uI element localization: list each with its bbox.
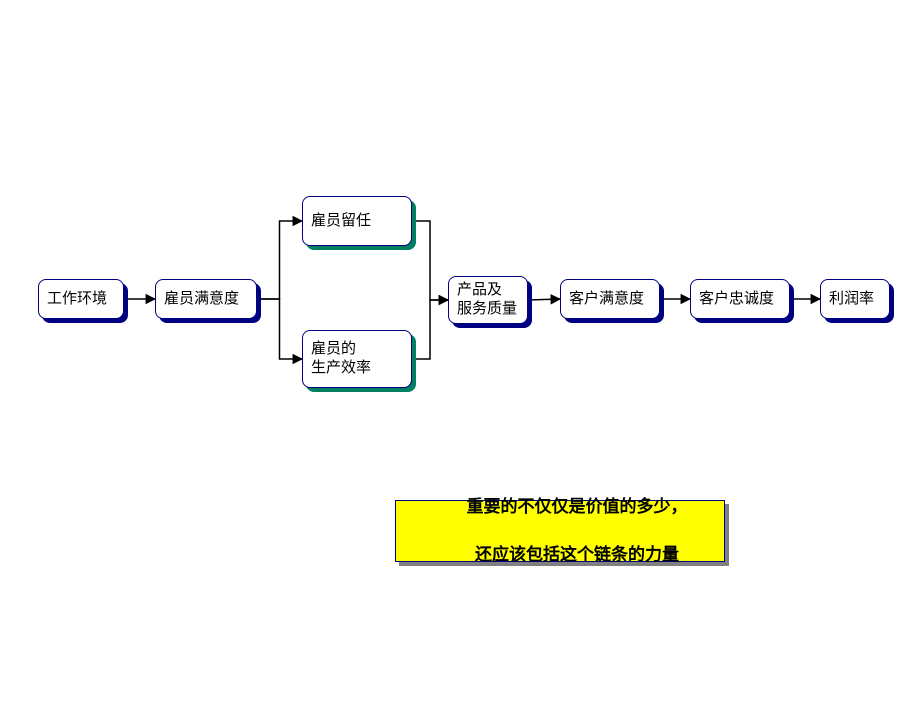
flow-node-box: 雇员留任 [302, 196, 412, 246]
flow-node-n6: 客户满意度 [560, 279, 660, 319]
flow-node-box: 工作环境 [38, 279, 124, 319]
flow-node-n4: 雇员的 生产效率 [302, 330, 412, 388]
flow-edge [257, 299, 302, 359]
flow-node-box: 客户忠诚度 [690, 279, 790, 319]
callout-line2: 还应该包括这个链条的力量 [475, 545, 679, 564]
flow-node-box: 产品及 服务质量 [448, 276, 528, 324]
flow-edge [412, 300, 448, 359]
flow-node-n3: 雇员留任 [302, 196, 412, 246]
flow-node-n2: 雇员满意度 [155, 279, 257, 319]
flow-edge [412, 221, 448, 300]
flow-node-n1: 工作环境 [38, 279, 124, 319]
arrows-layer [0, 0, 920, 713]
callout-line1: 重要的不仅仅是价值的多少， [467, 497, 688, 516]
diagram-stage: 工作环境雇员满意度 雇员留任雇员的 生产效率产品及 服务质量客户满意度客户忠诚度利… [0, 0, 920, 713]
flow-node-box: 客户满意度 [560, 279, 660, 319]
flow-node-box: 雇员满意度 [155, 279, 257, 319]
flow-node-n8: 利润率 [820, 279, 890, 319]
flow-edge [528, 299, 560, 300]
flow-edge [257, 221, 302, 299]
flow-node-n5: 产品及 服务质量 [448, 276, 528, 324]
flow-node-n7: 客户忠诚度 [690, 279, 790, 319]
callout-box: 重要的不仅仅是价值的多少， 还应该包括这个链条的力量 [395, 500, 725, 562]
flow-node-box: 利润率 [820, 279, 890, 319]
callout-face: 重要的不仅仅是价值的多少， 还应该包括这个链条的力量 [395, 500, 725, 562]
flow-node-box: 雇员的 生产效率 [302, 330, 412, 388]
